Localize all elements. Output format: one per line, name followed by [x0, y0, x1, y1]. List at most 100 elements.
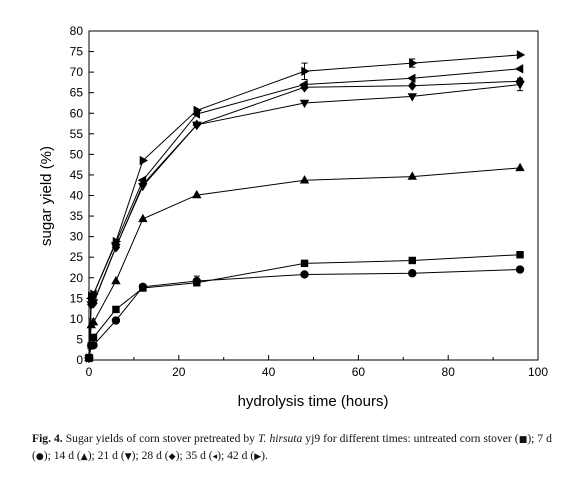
y-tick-label: 10 — [70, 312, 84, 326]
x-axis-ticks: 0 20 40 60 80 100 — [86, 355, 548, 379]
triangle-right-marker — [85, 353, 95, 363]
y-tick-label: 0 — [76, 353, 83, 367]
triangle-left-marker — [137, 175, 147, 185]
x-tick-label: 40 — [262, 365, 276, 379]
series-triangle-left — [83, 64, 524, 363]
error-bar — [517, 77, 524, 92]
x-axis-label: hydrolysis time (hours) — [238, 393, 389, 410]
series-line — [88, 80, 521, 358]
circle-marker — [515, 265, 525, 274]
triangle-right-marker — [112, 236, 122, 247]
triangle-up-marker-icon: ▲ — [80, 452, 88, 462]
y-tick-label: 70 — [70, 65, 84, 79]
sugar-yield-chart: 0 20 40 60 80 100 0 5 10 15 20 25 30 35 40 45 50 55 60 65 7… — [38, 24, 548, 410]
series-triangle-right — [85, 50, 526, 363]
y-tick-label: 55 — [70, 127, 84, 141]
series-triangle-down — [84, 81, 525, 364]
y-tick-label: 15 — [70, 291, 84, 305]
square-marker — [516, 251, 524, 259]
circle-marker — [89, 340, 98, 350]
triangle-up-marker — [138, 213, 148, 223]
series-diamond — [84, 75, 525, 364]
square-marker — [112, 305, 120, 314]
caption-text: ). — [261, 449, 268, 462]
triangle-right-marker — [301, 66, 310, 77]
x-tick-label: 0 — [86, 365, 93, 379]
triangle-down-marker-icon: ▼ — [124, 452, 132, 462]
caption-text: ); 35 d ( — [175, 449, 213, 462]
triangle-up-marker — [88, 316, 99, 326]
circle-marker — [300, 270, 309, 279]
triangle-right-marker — [90, 289, 99, 299]
triangle-down-marker — [299, 99, 310, 109]
triangle-right-marker — [409, 58, 418, 68]
diamond-marker — [192, 119, 201, 130]
circle-marker-icon: ● — [35, 452, 44, 462]
triangle-right-marker — [516, 50, 526, 60]
caption-organism: T. hirsuta — [257, 432, 303, 445]
triangle-up-marker — [111, 275, 121, 285]
triangle-up-marker — [299, 175, 310, 184]
y-tick-label: 45 — [70, 168, 84, 182]
triangle-left-marker — [299, 79, 308, 90]
y-tick-label: 80 — [70, 24, 84, 38]
triangle-up-marker — [407, 171, 417, 180]
circle-marker — [408, 269, 417, 278]
series-line — [88, 269, 521, 358]
square-marker — [89, 333, 98, 342]
square-marker-icon: ■ — [518, 435, 528, 445]
y-axis-ticks: 0 5 10 15 20 25 30 35 40 45 50 55 60 65 70 75 80 — [70, 24, 94, 367]
triangle-right-marker-icon: ▶ — [254, 452, 262, 462]
y-tick-label: 30 — [70, 230, 84, 244]
y-tick-label: 75 — [70, 45, 84, 59]
x-tick-label: 100 — [528, 365, 548, 379]
y-tick-label: 25 — [70, 250, 84, 264]
series-triangle-up — [84, 162, 525, 362]
series-square — [85, 251, 524, 362]
triangle-left-marker — [407, 73, 416, 83]
plot-frame-box — [88, 30, 539, 361]
y-tick-label: 50 — [70, 147, 84, 161]
diamond-marker — [408, 80, 417, 91]
caption-label: Fig. 4. — [32, 432, 63, 445]
triangle-down-marker — [407, 93, 417, 102]
y-tick-label: 65 — [70, 86, 84, 100]
square-marker — [408, 256, 416, 265]
y-tick-label: 5 — [76, 332, 83, 346]
error-bar — [409, 58, 416, 68]
series-layer — [83, 50, 526, 364]
triangle-up-marker — [192, 189, 202, 199]
series-line — [88, 84, 521, 358]
square-marker — [300, 259, 309, 268]
triangle-right-marker — [193, 105, 202, 116]
triangle-up-marker — [515, 162, 525, 172]
caption-text: ); 42 d ( — [217, 449, 255, 462]
x-tick-label: 20 — [172, 365, 186, 379]
caption-text: ); 7 d ( — [32, 432, 552, 462]
series-line — [88, 68, 521, 358]
y-tick-label: 35 — [70, 209, 84, 223]
y-tick-label: 20 — [70, 271, 84, 285]
caption-text: Sugar yields of corn stover pretreated b… — [62, 432, 258, 445]
caption-text: yj9 for different times: untreated corn … — [302, 432, 519, 445]
plot-frame — [88, 30, 539, 361]
series-circle — [84, 265, 525, 363]
triangle-right-marker — [139, 155, 149, 166]
y-tick-label: 40 — [70, 189, 84, 203]
error-bar — [301, 62, 308, 81]
caption-text: ); 14 d ( — [43, 449, 81, 462]
triangle-left-marker-icon: ◂ — [212, 452, 218, 462]
series-line — [88, 254, 521, 358]
x-tick-label: 80 — [442, 365, 456, 379]
y-tick-label: 60 — [70, 106, 84, 120]
circle-marker — [111, 316, 121, 325]
caption-text: ); 28 d ( — [131, 449, 169, 462]
triangle-left-marker — [514, 64, 524, 74]
caption-text: ); 21 d ( — [87, 449, 125, 462]
circle-marker — [138, 282, 148, 291]
y-axis-label: sugar yield (%) — [38, 146, 55, 246]
error-bar — [193, 275, 200, 287]
diamond-marker-icon: ◆ — [168, 452, 176, 462]
figure-caption: Fig. 4. Sugar yields of corn stover pret… — [32, 431, 552, 465]
x-tick-label: 60 — [352, 365, 366, 379]
